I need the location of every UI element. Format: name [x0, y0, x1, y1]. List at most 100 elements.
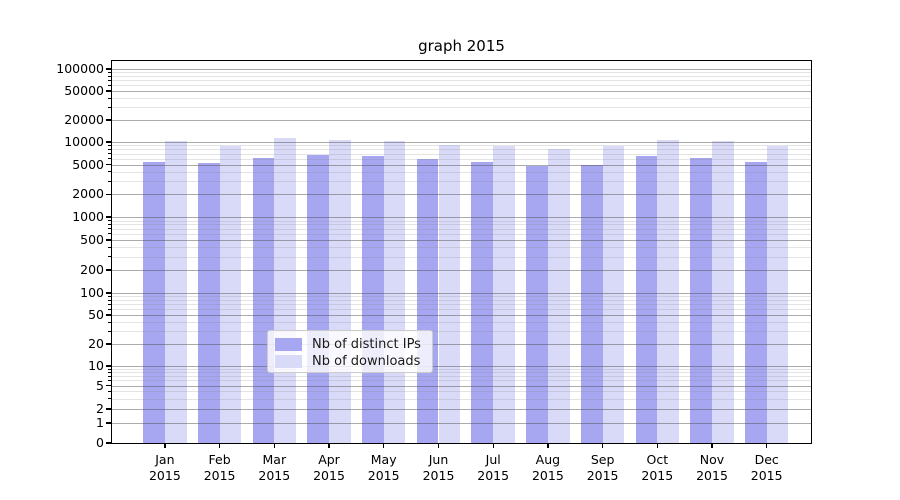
y-minor-tick-70 — [108, 303, 111, 305]
gridline-minor-60 — [112, 309, 811, 311]
y-minor-tick-60 — [108, 308, 111, 310]
y-tick-20 — [106, 343, 111, 345]
x-tick-nov — [711, 443, 713, 448]
gridline-100000 — [112, 69, 811, 70]
gridline-10000 — [112, 142, 811, 143]
y-tick-label-5000: 5000 — [72, 156, 104, 172]
chart-title: graph 2015 — [418, 37, 505, 55]
y-tick-label-200: 200 — [80, 262, 104, 278]
x-tick-label-mar: Mar 2015 — [258, 452, 291, 483]
y-minor-tick-600 — [108, 233, 111, 235]
x-tick-dec — [766, 443, 768, 448]
gridline-minor-9000 — [112, 145, 811, 147]
y-tick-2000 — [106, 193, 111, 196]
y-minor-tick-40000 — [108, 97, 111, 99]
y-minor-tick-800 — [108, 223, 111, 225]
y-tick-label-50000: 50000 — [64, 83, 104, 98]
y-minor-tick-6 — [108, 379, 111, 381]
x-tick-jun — [437, 443, 440, 448]
x-tick-label-jul: Jul 2015 — [477, 452, 510, 483]
gridline-minor-3 — [112, 398, 811, 400]
y-tick-label-0: 0 — [96, 435, 104, 450]
gridline-minor-80 — [112, 300, 811, 302]
y-tick-50 — [106, 314, 111, 316]
y-minor-tick-3 — [108, 398, 111, 400]
gridline-minor-70 — [112, 304, 811, 306]
legend-swatch-distinct-ips — [275, 338, 302, 351]
bar-distinct-ips-jul — [471, 162, 494, 443]
x-tick-label-dec: Dec 2015 — [750, 452, 783, 483]
bar-distinct-ips-dec — [744, 161, 767, 443]
gridline-minor-30 — [112, 331, 811, 333]
y-minor-tick-30000 — [108, 106, 111, 108]
gridline-minor-90 — [112, 296, 811, 298]
x-tick-label-jun: Jun 2015 — [422, 452, 455, 483]
y-minor-tick-4 — [108, 390, 111, 392]
gridline-minor-40 — [112, 322, 811, 323]
legend-entry-downloads: Nb of downloads — [275, 353, 423, 370]
x-tick-label-apr: Apr 2015 — [313, 452, 345, 483]
x-tick-jan — [164, 443, 166, 448]
bar-downloads-oct — [657, 139, 680, 443]
y-tick-1 — [106, 422, 111, 424]
y-tick-1000 — [106, 216, 111, 218]
bar-downloads-sep — [602, 145, 625, 443]
y-minor-tick-900 — [108, 220, 111, 221]
y-minor-tick-6000 — [108, 158, 111, 160]
x-tick-label-sep: Sep 2015 — [586, 452, 619, 483]
x-tick-mar — [273, 443, 275, 448]
gridline-minor-7000 — [112, 153, 811, 155]
bar-downloads-dec — [766, 146, 789, 443]
gridline-minor-90000 — [112, 72, 811, 74]
plot-area — [111, 60, 812, 444]
y-minor-tick-60000 — [108, 84, 111, 86]
gridline-5 — [112, 385, 811, 387]
gridline-minor-60000 — [112, 85, 811, 87]
gridline-minor-600 — [112, 233, 811, 235]
legend-label-downloads: Nb of downloads — [312, 354, 421, 369]
bar-distinct-ips-oct — [635, 155, 658, 443]
y-minor-tick-90000 — [108, 71, 111, 73]
y-tick-10000 — [106, 141, 111, 143]
y-tick-label-2: 2 — [96, 401, 104, 416]
y-tick-10 — [106, 365, 111, 367]
gridline-5000 — [112, 164, 811, 166]
bar-downloads-apr — [329, 139, 351, 443]
y-tick-label-10: 10 — [88, 358, 104, 373]
gridline-minor-80000 — [112, 76, 811, 78]
y-tick-label-20000: 20000 — [64, 112, 104, 127]
gridline-minor-40000 — [112, 98, 811, 99]
x-tick-apr — [328, 443, 330, 448]
y-tick-label-20: 20 — [88, 336, 104, 351]
y-minor-tick-90 — [108, 295, 111, 297]
y-tick-20000 — [106, 119, 111, 121]
y-tick-label-1: 1 — [96, 415, 104, 430]
gridline-minor-4000 — [112, 171, 811, 173]
bar-downloads-jan — [164, 140, 187, 443]
y-tick-0 — [106, 442, 111, 444]
y-minor-tick-30 — [108, 330, 111, 332]
y-minor-tick-700 — [108, 228, 111, 230]
y-tick-label-100: 100 — [80, 285, 104, 300]
gridline-minor-700 — [112, 228, 811, 230]
gridline-minor-70000 — [112, 80, 811, 82]
bar-distinct-ips-jun — [416, 159, 439, 443]
x-tick-label-nov: Nov 2015 — [696, 452, 728, 483]
y-minor-tick-7 — [108, 375, 111, 377]
gridline-minor-400 — [112, 247, 811, 249]
gridline-minor-6000 — [112, 158, 811, 160]
y-tick-500 — [106, 239, 111, 241]
y-minor-tick-80000 — [108, 75, 111, 77]
y-minor-tick-4000 — [108, 171, 111, 173]
x-tick-aug — [547, 443, 549, 448]
y-minor-tick-70000 — [108, 79, 111, 81]
bar-downloads-jun — [438, 145, 461, 443]
x-tick-sep — [601, 443, 604, 448]
y-minor-tick-80 — [108, 299, 111, 301]
y-tick-100 — [106, 292, 111, 294]
legend-entry-distinct-ips: Nb of distinct IPs — [275, 336, 423, 353]
x-tick-feb — [218, 443, 221, 448]
y-minor-tick-400 — [108, 246, 111, 248]
y-tick-label-50: 50 — [88, 307, 104, 322]
